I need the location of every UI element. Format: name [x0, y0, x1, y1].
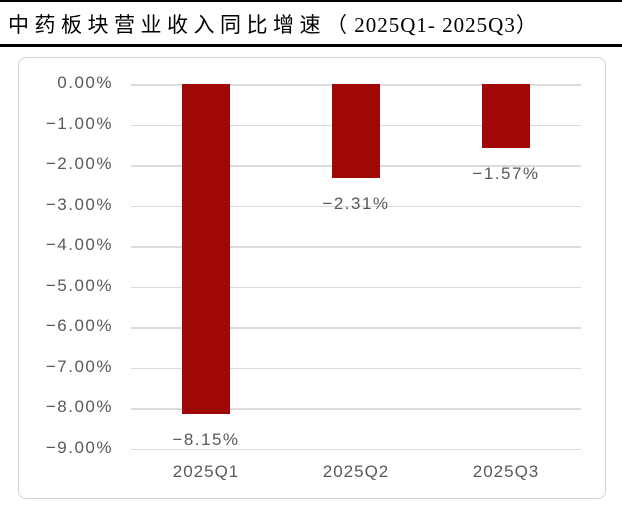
y-gridline [131, 205, 581, 207]
top-divider [0, 0, 622, 2]
y-gridline [131, 408, 581, 410]
chart-title-period: （ 2025Q1- 2025Q3） [326, 13, 538, 37]
y-axis-tick-label: −1.00% [45, 113, 113, 133]
y-axis-tick-label: −3.00% [45, 194, 113, 214]
bar [182, 84, 230, 415]
y-gridline [131, 286, 581, 288]
bar-data-label: −1.57% [472, 163, 540, 183]
plot-area: 0.00% −1.00% −2.00% −3.00% −4.00% −5.00% −6.00… [46, 73, 581, 481]
y-gridline [131, 327, 581, 329]
y-gridline [131, 448, 581, 450]
y-gridline [131, 367, 581, 369]
x-axis-label: 2025Q3 [472, 462, 540, 481]
y-axis-tick-label: −5.00% [45, 275, 113, 295]
y-axis-tick-label: −7.00% [45, 356, 113, 376]
chart-title-text: 中药板块营业收入同比增速 [8, 13, 326, 37]
bar-data-label: −8.15% [172, 430, 240, 450]
y-axis-tick-label: −9.00% [45, 437, 113, 457]
title-divider [0, 44, 622, 47]
bar-data-label: −2.31% [322, 193, 390, 213]
y-axis-tick-label: 0.00% [57, 73, 113, 92]
chart-title: 中药板块营业收入同比增速（ 2025Q1- 2025Q3） [8, 9, 538, 39]
y-axis-tick-label: −2.00% [45, 154, 113, 173]
chart-panel: 0.00% −1.00% −2.00% −3.00% −4.00% −5.00% −6.00… [18, 57, 606, 499]
x-axis-label: 2025Q1 [172, 462, 240, 481]
y-axis-tick-label: −4.00% [45, 235, 113, 254]
y-axis-tick-label: −6.00% [45, 316, 113, 335]
x-axis-label: 2025Q2 [322, 462, 390, 481]
y-axis-tick-label: −8.00% [45, 397, 113, 416]
bar [332, 84, 380, 178]
y-gridline [131, 246, 581, 248]
bar [482, 84, 530, 148]
